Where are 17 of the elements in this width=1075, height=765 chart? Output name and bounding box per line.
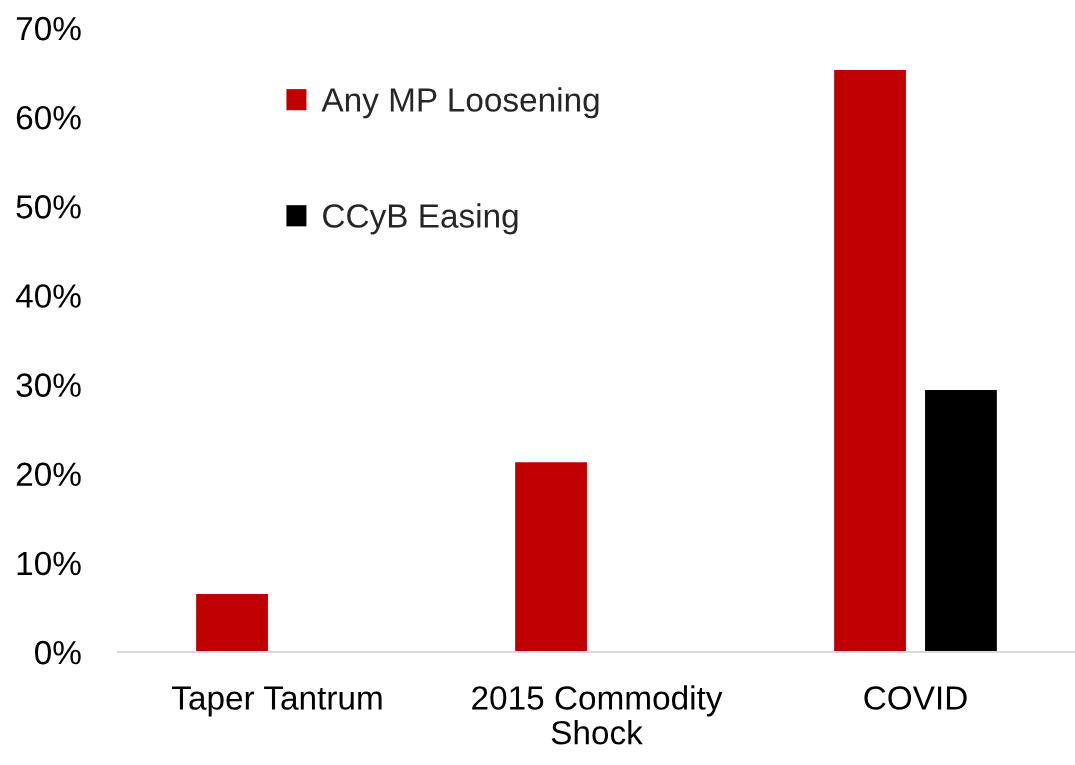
- y-tick-label: 60%: [16, 105, 81, 130]
- y-tick-label: 0%: [35, 640, 81, 665]
- legend-label: CCyB Easing: [323, 203, 518, 235]
- y-tick-label: 20%: [16, 462, 81, 487]
- y-tick-label: 70%: [16, 16, 81, 41]
- y-tick-label: 40%: [15, 284, 81, 308]
- y-tick-label: 30%: [16, 373, 81, 397]
- legend-label: Any MP Loosening: [321, 87, 599, 119]
- bar: [515, 462, 587, 652]
- bar: [834, 69, 906, 652]
- x-tick-label: Taper Tantrum: [172, 686, 382, 717]
- bar: [925, 389, 997, 652]
- x-tick-label: 2015 Commodity Shock: [472, 685, 723, 745]
- y-tick-label: 50%: [16, 195, 81, 219]
- x-tick-label: COVID: [864, 686, 967, 710]
- y-tick-label: 10%: [17, 551, 81, 576]
- bar: [196, 594, 268, 652]
